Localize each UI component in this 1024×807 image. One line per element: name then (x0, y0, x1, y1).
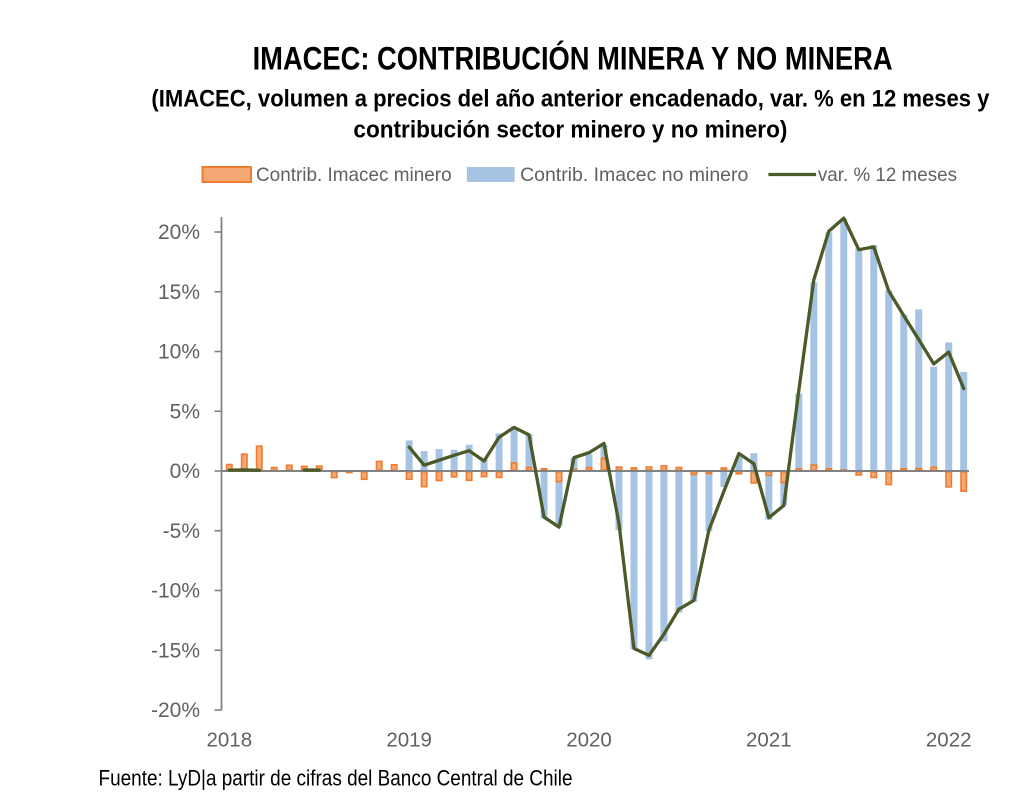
svg-text:2018: 2018 (206, 729, 252, 752)
svg-text:10%: 10% (158, 341, 200, 364)
svg-text:20%: 20% (158, 221, 200, 244)
svg-text:0%: 0% (170, 460, 200, 483)
svg-text:var. % 12 meses: var. % 12 meses (818, 164, 957, 186)
svg-text:2020: 2020 (566, 729, 612, 752)
svg-text:-5%: -5% (163, 520, 200, 543)
svg-text:15%: 15% (158, 281, 200, 304)
svg-text:-15%: -15% (151, 639, 200, 662)
svg-text:2021: 2021 (746, 729, 792, 752)
svg-text:(IMACEC, volumen a precios del: (IMACEC, volumen a precios del año anter… (151, 86, 989, 113)
svg-text:IMACEC: CONTRIBUCIÓN MINERA Y: IMACEC: CONTRIBUCIÓN MINERA Y NO MINERA (253, 41, 893, 77)
svg-text:5%: 5% (170, 400, 200, 423)
svg-text:2022: 2022 (926, 729, 972, 752)
svg-text:2019: 2019 (386, 729, 432, 752)
svg-text:Contrib. Imacec no minero: Contrib. Imacec no minero (520, 164, 748, 186)
svg-text:-10%: -10% (151, 580, 200, 603)
svg-text:Contrib. Imacec minero: Contrib. Imacec minero (256, 164, 452, 186)
svg-text:contribución sector minero y n: contribución sector minero y no minero) (353, 117, 787, 144)
svg-text:Fuente: LyD|a partir de cifras: Fuente: LyD|a partir de cifras del Banco… (99, 766, 573, 791)
svg-text:-20%: -20% (151, 699, 200, 722)
